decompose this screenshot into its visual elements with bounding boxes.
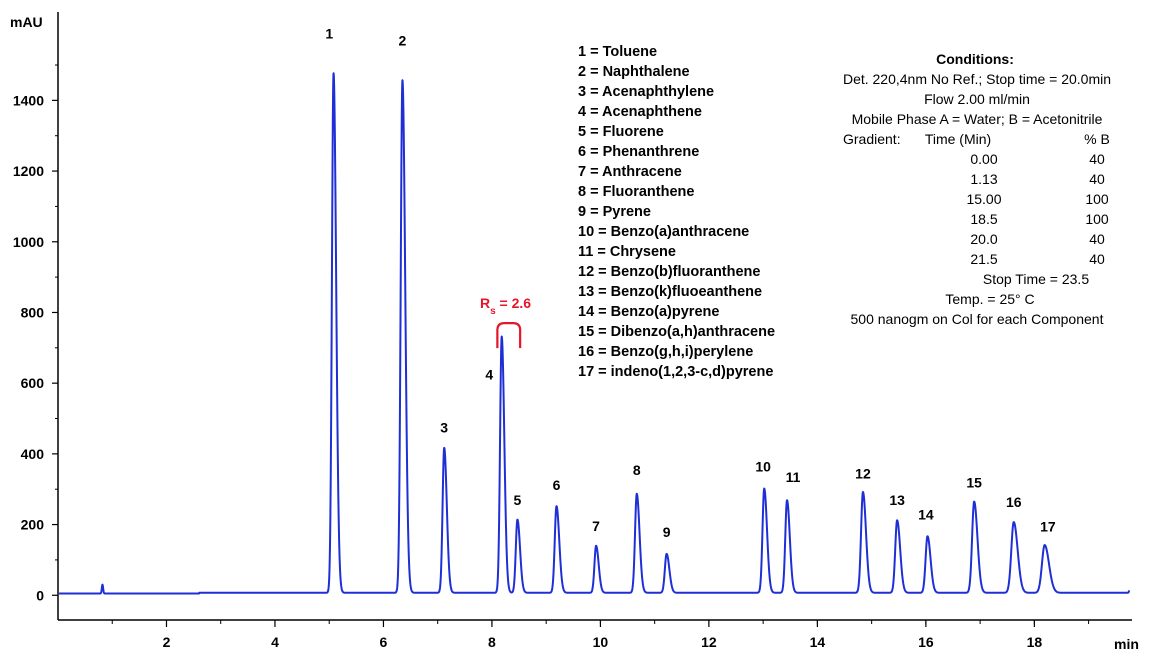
compound-legend: 1 = Toluene 2 = Naphthalene 3 = Acenaphthy… — [578, 44, 775, 380]
peak-label: 14 — [918, 506, 934, 522]
x-tick-label: 14 — [810, 634, 826, 650]
y-tick-label: 1000 — [13, 234, 44, 250]
conditions-footer-line: Stop Time = 23.5 — [983, 271, 1089, 287]
legend-entry: 12 = Benzo(b)fluoranthene — [578, 264, 760, 280]
peak-label: 1 — [325, 26, 333, 42]
x-tick-label: 2 — [163, 634, 171, 650]
gradient-time-header: Time (Min) — [925, 131, 991, 147]
x-tick-label: 16 — [918, 634, 934, 650]
x-tick-label: 12 — [701, 634, 717, 650]
legend-entry: 16 = Benzo(g,h,i)perylene — [578, 344, 753, 360]
resolution-bracket — [496, 322, 522, 349]
conditions-panel: Conditions: Det. 220,4nm No Ref.; Stop t… — [843, 51, 1111, 327]
peak-label: 8 — [633, 462, 641, 478]
gradient-time-cell: 1.13 — [970, 171, 997, 187]
legend-entry: 2 = Naphthalene — [578, 64, 690, 80]
x-tick-label: 6 — [380, 634, 388, 650]
y-tick-label: 600 — [21, 375, 45, 391]
gradient-time-cell: 15.00 — [966, 191, 1001, 207]
legend-entry: 1 = Toluene — [578, 44, 657, 60]
peak-label: 2 — [399, 33, 407, 49]
legend-entry: 7 = Anthracene — [578, 164, 682, 180]
conditions-line: Flow 2.00 ml/min — [924, 91, 1030, 107]
legend-entry: 4 = Acenaphthene — [578, 104, 702, 120]
legend-entry: 3 = Acenaphthylene — [578, 84, 714, 100]
gradient-b-cell: 40 — [1089, 231, 1105, 247]
peak-label: 16 — [1006, 494, 1022, 510]
conditions-footer-line: Temp. = 25° C — [945, 291, 1034, 307]
resolution-label: Rs = 2.6 — [480, 295, 531, 317]
y-tick-label: 200 — [21, 517, 45, 533]
peak-label: 12 — [855, 466, 871, 482]
legend-entry: 15 = Dibenzo(a,h)anthracene — [578, 324, 775, 340]
gradient-time-cell: 20.0 — [970, 231, 997, 247]
peak-label: 5 — [514, 492, 522, 508]
conditions-title: Conditions: — [936, 51, 1014, 67]
peak-label: 11 — [786, 469, 801, 485]
conditions-footer-line: 500 nanogm on Col for each Component — [851, 311, 1104, 327]
conditions-line: Mobile Phase A = Water; B = Acetonitrile — [852, 111, 1103, 127]
legend-entry: 13 = Benzo(k)fluoeanthene — [578, 284, 762, 300]
y-tick-label: 800 — [21, 304, 45, 320]
y-tick-label: 400 — [21, 446, 45, 462]
gradient-b-header: % B — [1084, 131, 1110, 147]
peak-label: 6 — [553, 477, 561, 493]
peak-label: 7 — [592, 518, 600, 534]
x-tick-label: 8 — [488, 634, 496, 650]
peak-label: 4 — [485, 367, 493, 383]
x-tick-label: 10 — [593, 634, 609, 650]
gradient-table: 0.00 40 1.13 40 15.00 100 18.5 100 20.0 40 21.5 40 — [966, 151, 1108, 267]
gradient-label: Gradient: — [843, 131, 901, 147]
y-axis-ticks: 0 200 400 600 800 1000 1200 1400 — [13, 64, 58, 603]
gradient-b-cell: 40 — [1089, 151, 1105, 167]
x-tick-label: 18 — [1027, 634, 1043, 650]
peak-label: 15 — [966, 474, 982, 490]
y-tick-label: 1200 — [13, 163, 44, 179]
gradient-time-cell: 18.5 — [970, 211, 997, 227]
legend-entry: 10 = Benzo(a)anthracene — [578, 224, 749, 240]
gradient-time-cell: 21.5 — [970, 251, 997, 267]
legend-entry: 8 = Fluoranthene — [578, 184, 694, 200]
peak-label: 10 — [755, 459, 771, 475]
x-axis-ticks: 2 4 6 8 10 12 14 16 18 — [111, 620, 1090, 650]
gradient-b-cell: 40 — [1089, 171, 1105, 187]
peak-label: 17 — [1040, 519, 1056, 535]
y-tick-label: 0 — [36, 587, 44, 603]
chromatogram-trace — [58, 72, 1131, 595]
y-tick-label: 1400 — [13, 92, 44, 108]
conditions-line: Det. 220,4nm No Ref.; Stop time = 20.0mi… — [843, 71, 1111, 87]
legend-entry: 5 = Fluorene — [578, 124, 664, 140]
x-axis-unit: min — [1114, 636, 1139, 652]
peak-label: 3 — [440, 420, 448, 436]
gradient-b-cell: 100 — [1085, 211, 1109, 227]
axes — [57, 12, 1132, 621]
legend-entry: 11 = Chrysene — [578, 244, 676, 260]
peak-label: 13 — [889, 492, 905, 508]
y-axis-unit: mAU — [10, 14, 43, 30]
legend-entry: 14 = Benzo(a)pyrene — [578, 304, 719, 320]
gradient-b-cell: 100 — [1085, 191, 1109, 207]
peak-label: 9 — [663, 524, 671, 540]
x-tick-label: 4 — [271, 634, 279, 650]
resolution-annotation: Rs = 2.6 — [480, 295, 531, 349]
gradient-b-cell: 40 — [1089, 251, 1105, 267]
legend-entry: 6 = Phenanthrene — [578, 144, 699, 160]
legend-entry: 17 = indeno(1,2,3-c,d)pyrene — [578, 364, 773, 380]
gradient-time-cell: 0.00 — [970, 151, 997, 167]
legend-entry: 9 = Pyrene — [578, 204, 651, 220]
